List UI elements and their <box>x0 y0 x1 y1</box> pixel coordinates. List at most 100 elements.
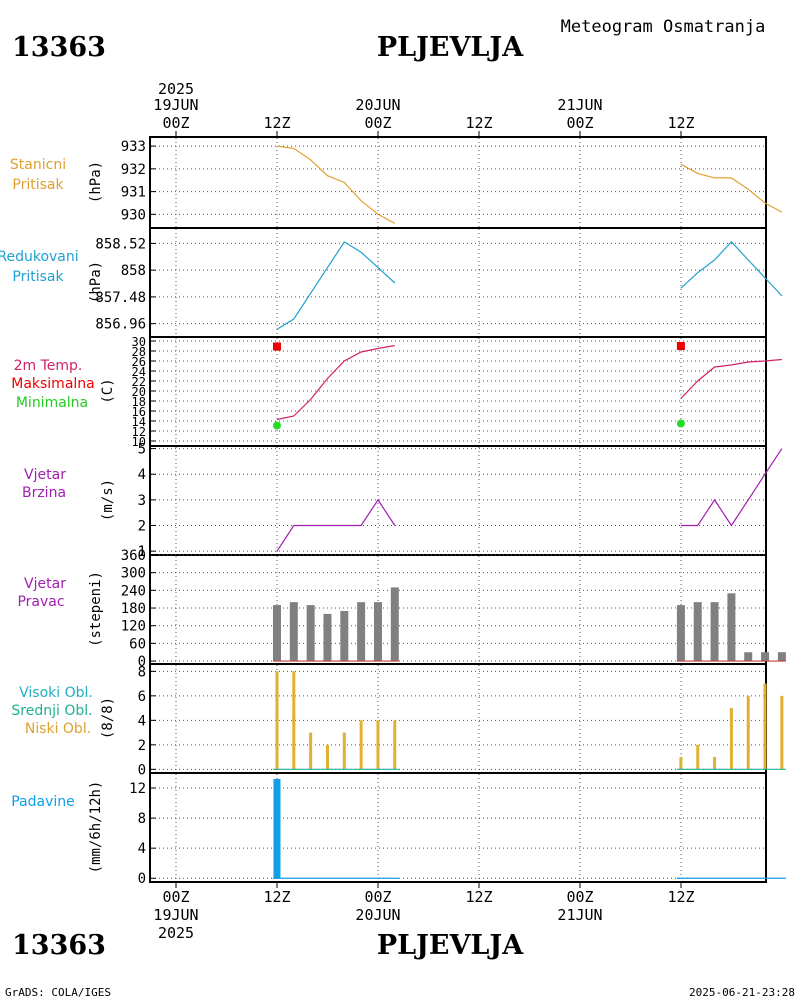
ylabel-padavine: (mm/6h/12h) <box>88 781 104 874</box>
padavine-ytick-label: 12 <box>129 781 146 797</box>
bottom-tick-1: 00Z <box>162 888 189 906</box>
stanicni-series-line <box>680 163 783 213</box>
temp-ytick-label: 26 <box>132 355 146 369</box>
temp-ytick-label: 28 <box>132 345 146 359</box>
padavine-ytick-label: 0 <box>138 871 146 887</box>
ylabel-temp: (C) <box>100 378 116 403</box>
stanicni-ytick-label: 932 <box>121 162 146 178</box>
wind-direction-bar <box>390 587 399 662</box>
redukovani-ytick-label: 858 <box>121 263 146 279</box>
redukovani-series-line <box>680 241 783 297</box>
top-tick-5: 00Z <box>566 114 593 132</box>
top-tick-4: 12Z <box>465 114 492 132</box>
temp-ytick-label: 10 <box>132 435 146 449</box>
title-padavine-1: Padavine <box>11 794 75 810</box>
title-oblaci-3: Niski Obl. <box>25 721 91 737</box>
chart-content: 930931932933856.96857.48858858.521012141… <box>95 131 786 888</box>
panel-frame-padavine <box>149 772 767 883</box>
title-temp-1: 2m Temp. <box>14 358 83 374</box>
wind-direction-bar <box>744 652 753 662</box>
station-id-top: 13363 <box>12 32 106 63</box>
station-id-bottom: 13363 <box>12 930 106 961</box>
title-oblaci-1: Visoki Obl. <box>19 685 93 701</box>
temp-ytick-label: 20 <box>132 385 146 399</box>
wind-direction-bar <box>727 593 736 662</box>
bottom-tick-2: 12Z <box>263 888 290 906</box>
tmin-marker <box>676 419 685 428</box>
wind-direction-bar <box>761 652 770 662</box>
temp-series-line <box>276 344 395 421</box>
stanicni-ytick-label: 933 <box>121 139 146 155</box>
wind-direction-bar <box>710 602 719 662</box>
bottom-day-2: 20JUN <box>355 906 400 924</box>
panel-frame-oblaci <box>149 663 767 774</box>
stanicni-series-line <box>276 145 396 224</box>
top-tick-1: 00Z <box>162 114 189 132</box>
temp-ytick-label: 14 <box>132 415 146 429</box>
temp-ytick-label: 30 <box>132 335 146 349</box>
temp-ytick-label: 24 <box>132 365 146 379</box>
credit-text: GrADS: COLA/IGES <box>5 986 111 999</box>
bottom-tick-5: 00Z <box>566 888 593 906</box>
redukovani-ytick-label: 856.96 <box>95 317 146 333</box>
title-pravac-2: Pravac <box>17 594 64 610</box>
panel-frame-temp <box>149 336 767 447</box>
brzina-ytick-label: 4 <box>138 467 146 483</box>
redukovani-series-line <box>276 241 396 330</box>
cloud-bar <box>292 671 296 770</box>
pravac-ytick-label: 360 <box>121 548 146 564</box>
cloud-bar <box>746 695 750 770</box>
oblaci-ytick-label: 4 <box>138 713 146 729</box>
top-year: 2025 <box>158 80 194 98</box>
cloud-bar <box>393 720 397 770</box>
station-name-top: PLJEVLJA <box>377 32 524 63</box>
bottom-tick-3: 00Z <box>364 888 391 906</box>
cloud-bar <box>729 708 733 770</box>
cloud-bar <box>763 683 767 770</box>
pravac-ytick-label: 180 <box>121 601 146 617</box>
title-redukovani-1: Redukovani <box>0 249 79 265</box>
bottom-year: 2025 <box>158 924 194 942</box>
bottom-day-3: 21JUN <box>557 906 602 924</box>
bottom-tick-4: 12Z <box>465 888 492 906</box>
cloud-bar <box>309 732 313 770</box>
cloud-bar <box>376 720 380 770</box>
wind-direction-bar <box>676 605 685 662</box>
panel-frame-stanicni <box>149 136 767 229</box>
top-day-1: 19JUN <box>153 96 198 114</box>
tmax-marker <box>272 342 281 351</box>
generated-timestamp: 2025-06-21-23:28 <box>689 986 795 999</box>
brzina-series-line <box>276 498 396 552</box>
cloud-bar <box>325 744 329 770</box>
stanicni-ytick-label: 930 <box>121 207 146 223</box>
top-day-3: 21JUN <box>557 96 602 114</box>
title-stanicni-2: Pritisak <box>12 177 64 193</box>
brzina-ytick-label: 3 <box>138 493 146 509</box>
wind-direction-bar <box>357 602 366 662</box>
wind-direction-bar <box>306 605 315 662</box>
wind-direction-bar <box>272 605 281 662</box>
temp-ytick-label: 12 <box>132 425 146 439</box>
ylabel-pravac: (stepeni) <box>88 571 104 647</box>
oblaci-ytick-label: 0 <box>138 762 146 778</box>
wind-direction-bar <box>340 610 349 662</box>
temp-series-line <box>680 358 782 399</box>
title-temp-3: Minimalna <box>16 395 88 411</box>
panel-frame-redukovani <box>149 227 767 338</box>
ylabel-oblaci: (8/8) <box>100 697 116 739</box>
panel-frame-brzina <box>149 445 767 556</box>
oblaci-ytick-label: 8 <box>138 664 146 680</box>
pravac-ytick-label: 240 <box>121 583 146 599</box>
top-tick-2: 12Z <box>263 114 290 132</box>
cloud-bar <box>679 757 683 770</box>
ylabel-brzina: (m/s) <box>100 479 116 521</box>
temp-ytick-label: 16 <box>132 405 146 419</box>
title-stanicni-1: Stanicni <box>10 157 66 173</box>
redukovani-ytick-label: 858.52 <box>95 236 146 252</box>
precip-bar <box>273 779 281 879</box>
title-oblaci-2: Srednji Obl. <box>11 703 92 719</box>
pravac-ytick-label: 60 <box>129 636 146 652</box>
bottom-day-1: 19JUN <box>153 906 198 924</box>
